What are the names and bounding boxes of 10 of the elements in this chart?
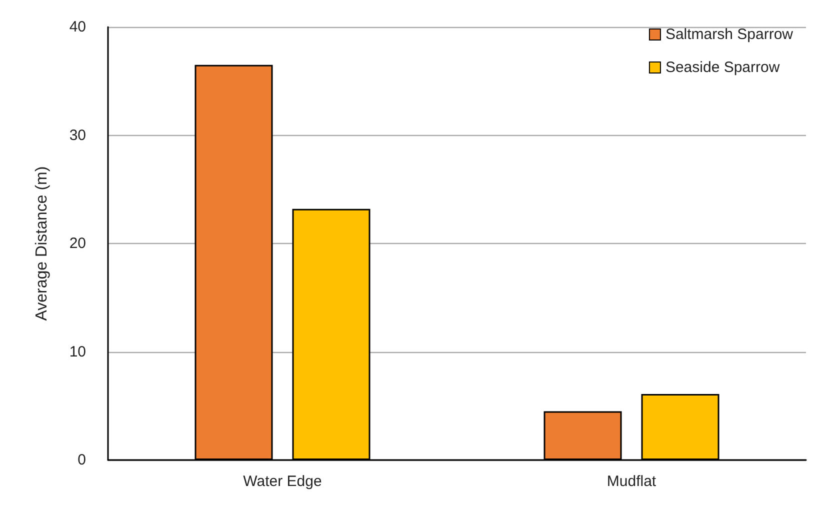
x-tick-label: Mudflat [606,473,657,490]
y-tick-label: 0 [78,452,86,468]
y-tick-label: 40 [69,18,86,36]
x-tick-label: Water Edge [243,473,322,490]
y-axis-title: Average Distance (m) [34,166,50,321]
y-tick-label: 10 [69,343,86,360]
y-tick-label: 20 [69,235,86,252]
legend-label: Saltmarsh Sparrow [665,26,794,43]
y-tick-label: 30 [69,126,86,144]
legend-label: Seaside Sparrow [665,59,780,76]
